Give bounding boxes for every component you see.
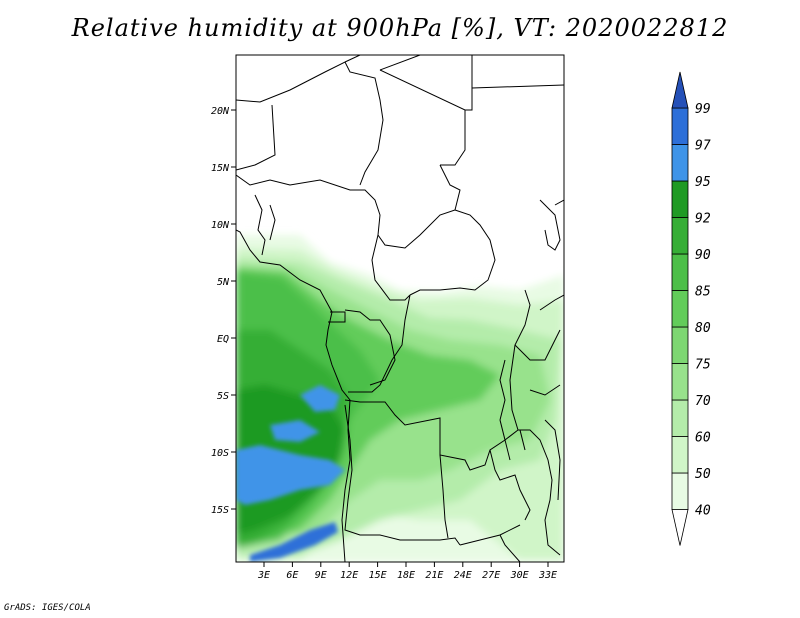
colorbar-label: 50 bbox=[695, 467, 711, 482]
colorbar-segment bbox=[671, 326, 689, 364]
lon-tick-label: 33E bbox=[538, 570, 557, 581]
colorbar-top-arrow bbox=[671, 71, 689, 109]
humidity-band-97-99 bbox=[250, 522, 338, 562]
longitude-axis: 3E 6E 9E 12E 15E 18E 21E 24E 27E 30E 33E bbox=[257, 562, 557, 581]
lon-tick-label: 18E bbox=[397, 570, 415, 581]
lat-tick-label: 15N bbox=[211, 163, 230, 174]
coastline bbox=[236, 229, 351, 562]
humidity-band-95-97 bbox=[236, 445, 345, 505]
colorbar-segment bbox=[671, 107, 689, 145]
map-title: Relative humidity at 900hPa [%], VT: 202… bbox=[71, 14, 729, 42]
colorbar-segment bbox=[671, 253, 689, 291]
colorbar-label: 95 bbox=[695, 175, 711, 190]
lon-tick-label: 30E bbox=[510, 570, 529, 581]
humidity-band-95-97-patch bbox=[300, 385, 340, 412]
colorbar-segment bbox=[671, 290, 689, 328]
lon-tick-label: 27E bbox=[482, 570, 500, 581]
colorbar-label: 99 bbox=[695, 102, 711, 117]
latitude-axis: 20N 15N 10N 5N EQ 5S 10S 15S bbox=[211, 106, 236, 516]
country-borders bbox=[236, 55, 564, 562]
lon-tick-label: 6E bbox=[286, 570, 298, 581]
colorbar-segment bbox=[671, 217, 689, 255]
lon-tick-label: 3E bbox=[257, 570, 270, 581]
lon-tick-label: 15E bbox=[369, 570, 387, 581]
lat-tick-label: 5N bbox=[217, 277, 230, 288]
humidity-band-95-97-patch-2 bbox=[270, 420, 320, 442]
humidity-field bbox=[236, 55, 564, 562]
colorbar-segment bbox=[671, 363, 689, 401]
colorbar-segment bbox=[671, 399, 689, 437]
colorbar-label: 92 bbox=[695, 212, 711, 227]
colorbar-segment bbox=[671, 436, 689, 474]
colorbar-label: 40 bbox=[695, 504, 711, 519]
colorbar-segment bbox=[671, 180, 689, 218]
colorbar-label: 70 bbox=[695, 394, 711, 409]
lon-tick-label: 24E bbox=[454, 570, 472, 581]
colorbar-label: 80 bbox=[695, 321, 711, 336]
lat-tick-label: 15S bbox=[211, 505, 229, 516]
colorbar-segment bbox=[671, 144, 689, 182]
map-frame bbox=[235, 54, 565, 563]
colorbar-label: 75 bbox=[695, 358, 711, 373]
colorbar-label: 90 bbox=[695, 248, 711, 263]
lat-tick-label: 10N bbox=[211, 220, 230, 231]
lat-tick-label: EQ bbox=[217, 334, 229, 345]
colorbar-bottom-arrow bbox=[671, 509, 689, 546]
colorbar-label: 85 bbox=[695, 285, 711, 300]
lat-tick-label: 5S bbox=[217, 391, 229, 402]
lat-tick-label: 20N bbox=[211, 106, 230, 117]
colorbar-segment bbox=[671, 472, 689, 510]
lat-tick-label: 10S bbox=[211, 448, 229, 459]
colorbar-label: 60 bbox=[695, 431, 711, 446]
lon-tick-label: 9E bbox=[315, 570, 327, 581]
colorbar-label: 97 bbox=[695, 139, 711, 154]
colorbar: 40 50 60 70 75 80 85 90 92 95 97 99 bbox=[671, 71, 711, 546]
lon-tick-label: 21E bbox=[425, 570, 443, 581]
credit-text: GrADS: IGES/COLA bbox=[4, 603, 91, 613]
lon-tick-label: 12E bbox=[340, 570, 358, 581]
